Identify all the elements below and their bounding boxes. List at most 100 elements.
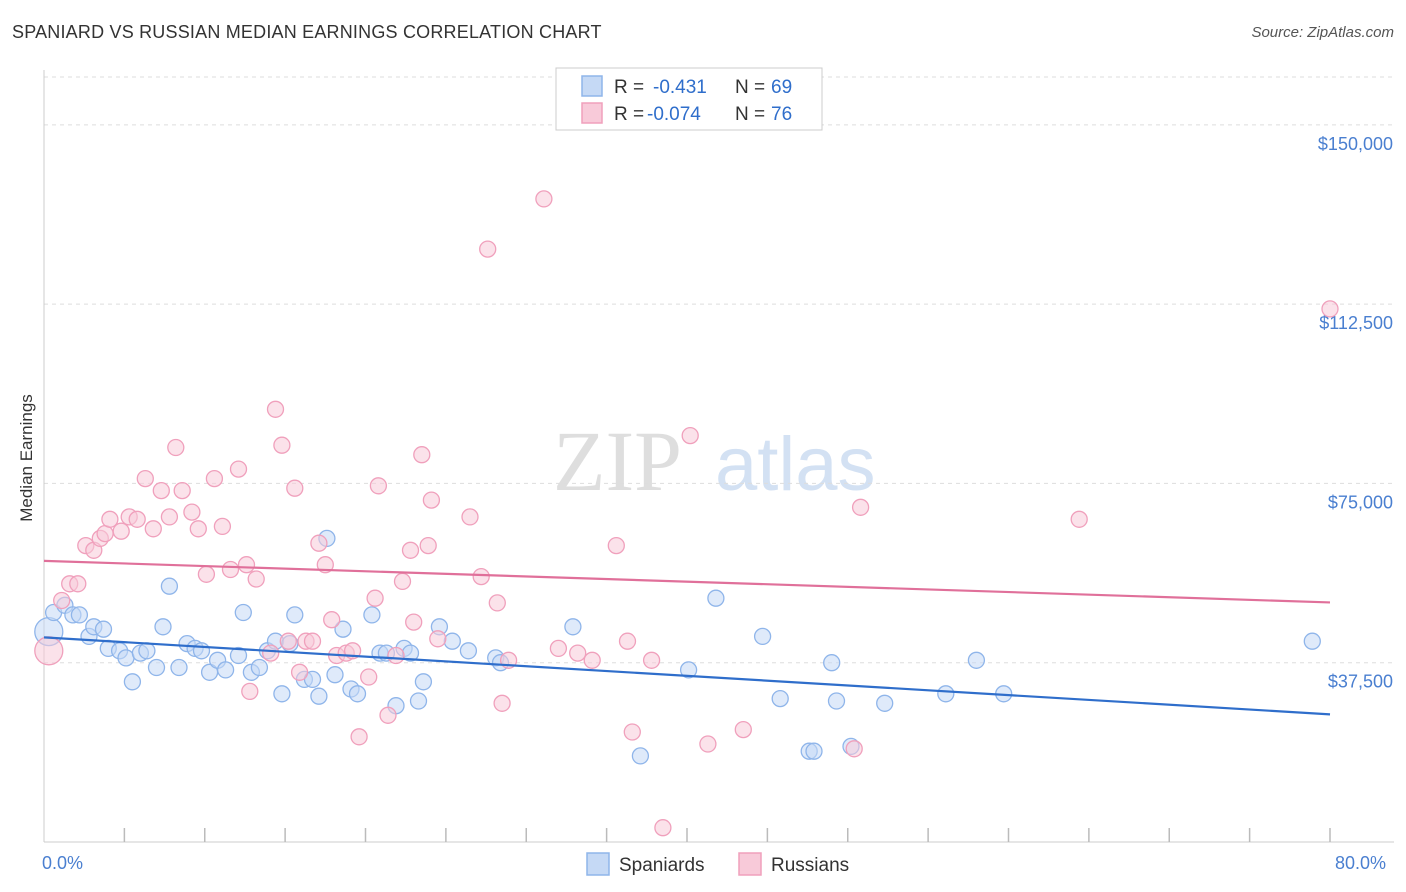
data-point xyxy=(53,591,71,610)
data-point xyxy=(138,642,156,660)
data-point xyxy=(160,577,179,595)
data-point xyxy=(429,630,447,648)
data-point xyxy=(607,536,625,555)
x-ticks xyxy=(123,828,1331,842)
data-point xyxy=(136,469,154,488)
data-point xyxy=(422,491,441,509)
chart-source: Source: ZipAtlas.com xyxy=(1251,24,1394,41)
data-point xyxy=(366,589,384,607)
stats-r-value-1: -0.431 xyxy=(653,77,707,98)
data-point xyxy=(549,639,568,658)
data-point xyxy=(216,661,235,679)
legend-swatch-spaniards xyxy=(586,852,610,876)
data-point xyxy=(69,575,87,593)
data-point xyxy=(350,728,368,746)
data-point xyxy=(266,400,285,418)
data-point xyxy=(414,673,433,691)
data-point xyxy=(94,620,113,638)
y-tick-label: $150,000 xyxy=(1318,134,1393,154)
data-point xyxy=(405,613,423,631)
data-point xyxy=(123,673,142,691)
data-point xyxy=(250,658,269,677)
data-point xyxy=(631,747,650,765)
watermark-atlas: atlas xyxy=(715,422,876,507)
data-point xyxy=(360,668,378,686)
data-point xyxy=(34,636,64,666)
data-point xyxy=(101,510,119,528)
data-point xyxy=(310,687,328,705)
data-point xyxy=(234,603,252,622)
data-point xyxy=(419,536,437,555)
data-point xyxy=(112,522,130,540)
trend-line-russians xyxy=(43,559,1331,604)
data-point xyxy=(310,534,328,552)
stats-r-label-1: R = xyxy=(614,77,644,98)
data-point xyxy=(326,666,344,684)
data-point xyxy=(823,654,841,672)
data-point xyxy=(1070,510,1088,528)
data-point xyxy=(459,642,478,660)
data-point xyxy=(147,658,166,677)
y-tick-label: $75,000 xyxy=(1328,492,1393,512)
data-point xyxy=(1321,300,1339,318)
scatter-points xyxy=(34,190,1339,837)
data-point xyxy=(192,642,211,660)
gridlines xyxy=(44,76,1394,664)
legend-swatch-russians xyxy=(738,852,762,876)
data-point xyxy=(488,594,506,612)
y-tick-label: $37,500 xyxy=(1328,672,1393,692)
data-point xyxy=(845,740,863,758)
data-point xyxy=(213,517,232,536)
data-point xyxy=(642,651,661,669)
data-point xyxy=(286,606,304,624)
data-point xyxy=(618,632,637,650)
data-point xyxy=(273,685,291,703)
data-point xyxy=(273,436,291,454)
data-point xyxy=(237,556,256,574)
data-point xyxy=(290,663,309,681)
data-point xyxy=(654,819,672,837)
data-point xyxy=(681,426,699,445)
data-point xyxy=(205,469,224,488)
x-tick-label-left: 0.0% xyxy=(42,853,83,873)
data-point xyxy=(189,520,207,538)
y-axis-label: Median Earnings xyxy=(17,394,36,522)
data-point xyxy=(479,240,497,258)
data-point xyxy=(443,632,461,650)
data-point xyxy=(753,627,772,646)
watermark-zip: ZIP xyxy=(553,413,682,509)
data-point xyxy=(197,565,216,583)
stats-n-value-1: 69 xyxy=(771,77,792,98)
data-point xyxy=(679,661,698,679)
data-point xyxy=(493,694,511,712)
data-point xyxy=(707,589,725,607)
data-point xyxy=(334,620,352,638)
watermark: ZIP atlas xyxy=(553,413,876,509)
data-point xyxy=(70,606,89,624)
legend-label-spaniards: Spaniards xyxy=(619,855,705,876)
y-tick-labels: $37,500 $75,000 $112,500 $150,000 xyxy=(1318,134,1393,692)
data-point xyxy=(262,644,280,662)
x-tick-label-right: 80.0% xyxy=(1335,853,1386,873)
data-point xyxy=(393,572,412,591)
stats-n-label-1: N = xyxy=(735,77,765,98)
data-point xyxy=(1303,632,1321,650)
data-point xyxy=(247,570,265,588)
data-point xyxy=(117,649,135,667)
data-point xyxy=(369,477,388,495)
data-point xyxy=(461,508,479,526)
data-point xyxy=(409,692,428,710)
data-point xyxy=(160,508,179,526)
data-point xyxy=(348,685,367,703)
stats-swatch-russians xyxy=(581,102,603,124)
data-point xyxy=(152,481,170,500)
data-point xyxy=(229,646,248,665)
data-point xyxy=(472,567,490,586)
data-point xyxy=(401,541,420,559)
data-point xyxy=(583,651,601,669)
data-point xyxy=(387,646,405,665)
trend-line-spaniards xyxy=(43,636,1331,716)
stats-n-label-2: N = xyxy=(735,104,765,125)
data-point xyxy=(221,560,240,579)
